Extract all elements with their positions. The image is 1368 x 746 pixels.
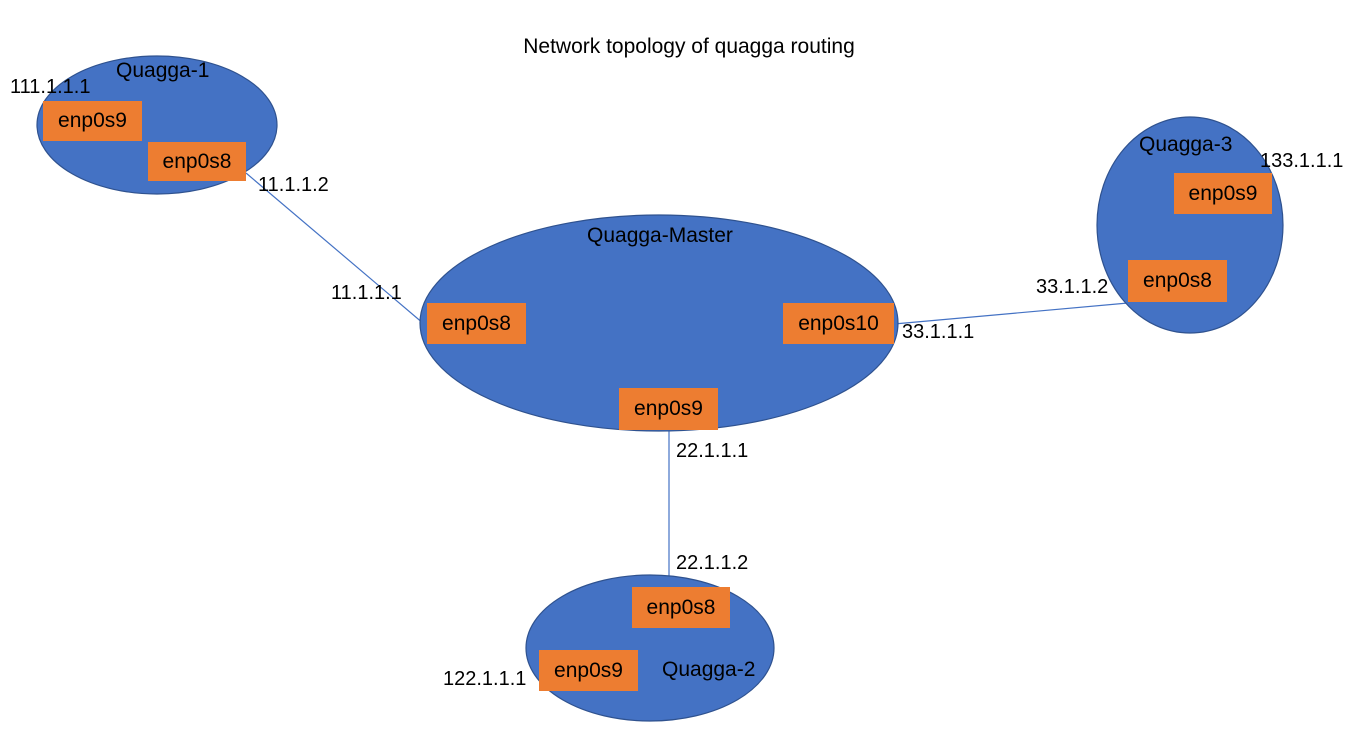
ip-quagga2-enp0s9: 122.1.1.1 <box>443 668 527 690</box>
diagram-title: Network topology of quagga routing <box>523 35 855 58</box>
ip-quagga3-enp0s8: 33.1.1.2 <box>1036 276 1109 298</box>
ip-quagga2-enp0s8: 22.1.1.2 <box>676 552 749 574</box>
node-label-quagga-master: Quagga-Master <box>587 224 733 247</box>
interface-master-enp0s9[interactable]: enp0s9 <box>619 388 718 430</box>
interface-quagga3-enp0s8[interactable]: enp0s8 <box>1128 260 1227 302</box>
interface-quagga3-enp0s9[interactable]: enp0s9 <box>1174 173 1272 214</box>
ip-quagga3-enp0s9: 133.1.1.1 <box>1260 150 1344 172</box>
node-label-quagga2: Quagga-2 <box>662 658 756 681</box>
ip-quagga1-enp0s8: 11.1.1.2 <box>258 174 329 196</box>
interface-quagga2-enp0s9[interactable]: enp0s9 <box>539 650 638 691</box>
link-master-quagga3 <box>893 302 1129 325</box>
node-quagga-master[interactable] <box>419 214 899 432</box>
ip-quagga1-enp0s9: 111.1.1.1 <box>10 76 91 98</box>
ip-master-enp0s9: 22.1.1.1 <box>676 440 749 462</box>
interface-quagga1-enp0s9[interactable]: enp0s9 <box>43 101 142 141</box>
link-quagga1-master <box>245 172 425 325</box>
node-label-quagga3: Quagga-3 <box>1139 133 1233 156</box>
interface-master-enp0s10[interactable]: enp0s10 <box>783 303 894 344</box>
ip-master-enp0s8: 11.1.1.1 <box>331 282 402 304</box>
ip-master-enp0s10: 33.1.1.1 <box>902 321 975 343</box>
interface-master-enp0s8[interactable]: enp0s8 <box>427 303 526 344</box>
interface-quagga1-enp0s8[interactable]: enp0s8 <box>148 142 246 181</box>
node-label-quagga1: Quagga-1 <box>116 59 210 82</box>
interface-quagga2-enp0s8[interactable]: enp0s8 <box>632 587 730 628</box>
